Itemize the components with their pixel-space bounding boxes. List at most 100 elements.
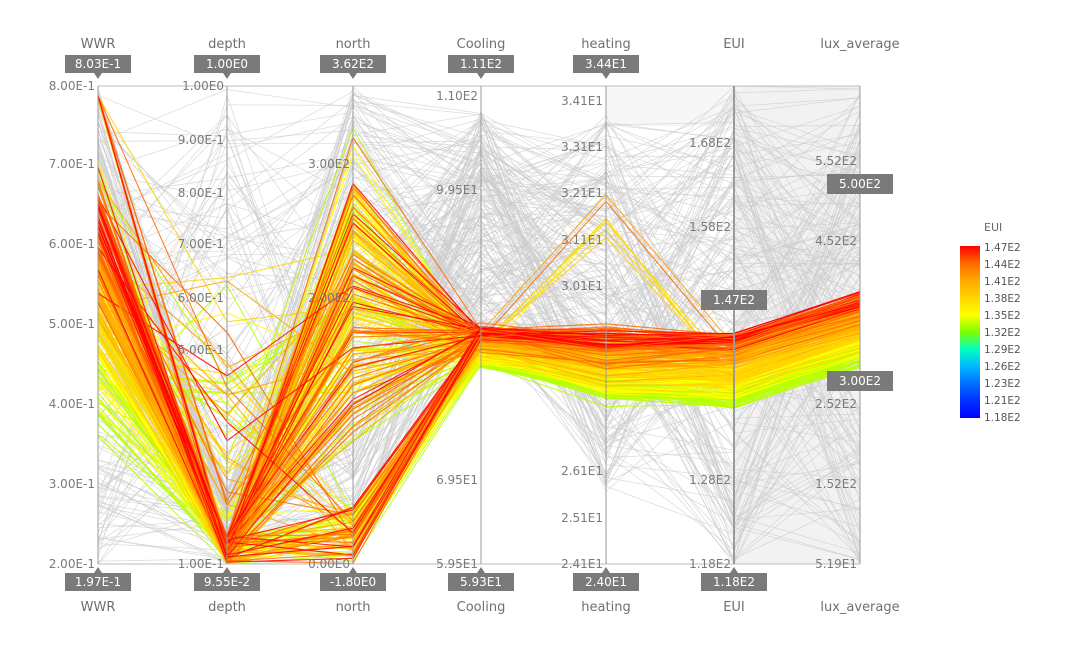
range-label: 3.44E1 [585,57,627,71]
tick-label: 4.00E-1 [49,397,95,411]
tick-label: 0.00E0 [308,557,350,571]
axis-title-bottom-WWR: WWR [81,600,116,615]
tick-label: 1.52E2 [815,477,857,491]
range-label: 5.93E1 [460,575,502,589]
tick-label: 9.00E-1 [178,133,224,147]
axis-top-range-WWR[interactable]: 8.03E-1 [65,55,131,79]
range-arrow [223,567,231,573]
range-label: 8.03E-1 [75,57,121,71]
tick-label: 5.95E1 [436,557,478,571]
axis-title-bottom-north: north [336,600,371,615]
range-arrow [602,567,610,573]
tick-label: 2.00E2 [308,291,350,305]
tick-label: 4.52E2 [815,234,857,248]
tick-label: 5.19E1 [815,557,857,571]
tick-label: 2.61E1 [561,464,603,478]
axis-title-top-north: north [336,37,371,52]
axis-title-top-lux_average: lux_average [820,37,899,52]
axis-bottom-range-north[interactable]: -1.80E0 [320,567,386,591]
axis-bottom-range-depth[interactable]: 9.55E-2 [194,567,260,591]
axis-title-bottom-depth: depth [208,600,246,615]
tick-label: 7.00E-1 [49,157,95,171]
tick-label: 9.95E1 [436,183,478,197]
range-arrow [730,567,738,573]
color-legend: EUI 1.47E2 1.44E2 1.41E2 1.38E2 1.35E2 1.32E2 1… [960,221,1021,424]
tick-label: 3.00E2 [308,157,350,171]
legend-gradient [960,246,980,418]
tick-label: 1.18E2 [689,557,731,571]
tick-label: 5.52E2 [815,154,857,168]
axis-top-range-Cooling[interactable]: 1.11E2 [448,55,514,79]
legend-tick: 1.23E2 [984,378,1021,390]
legend-tick: 1.32E2 [984,327,1021,339]
eui-brush-handle[interactable]: 1.47E2 [701,290,767,310]
tick-label: 1.00E-1 [178,557,224,571]
legend-tick: 1.38E2 [984,293,1021,305]
tick-label: 2.41E1 [561,557,603,571]
lux-brush-bottom-handle[interactable]: 3.00E2 [827,371,893,391]
tick-label: 2.52E2 [815,397,857,411]
range-label: -1.80E0 [330,575,376,589]
range-arrow [349,567,357,573]
tick-label: 6.00E-1 [178,291,224,305]
legend-title: EUI [984,221,1002,234]
tick-label: 3.21E1 [561,186,603,200]
range-arrow [94,567,102,573]
lux-brush-top-handle[interactable]: 5.00E2 [827,174,893,194]
tick-label: 1.00E0 [182,79,224,93]
axis-bottom-range-WWR[interactable]: 1.97E-1 [65,567,131,591]
tick-label: 8.00E-1 [49,79,95,93]
range-label: 1.47E2 [713,293,755,307]
axis-title-bottom-lux_average: lux_average [820,600,899,615]
tick-label: 5.00E-1 [178,343,224,357]
brush-band-upper [606,86,734,126]
tick-label: 3.01E1 [561,279,603,293]
tick-label: 3.11E1 [561,233,603,247]
tick-label: 8.00E-1 [178,186,224,200]
tick-label: 2.00E-1 [49,557,95,571]
tick-label: 3.00E-1 [49,477,95,491]
range-label: 5.00E2 [839,177,881,191]
range-arrow [602,73,610,79]
legend-tick: 1.18E2 [984,412,1021,424]
tick-label: 6.95E1 [436,473,478,487]
axis-title-top-Cooling: Cooling [457,37,506,52]
axis-title-bottom-Cooling: Cooling [457,600,506,615]
tick-label: 2.51E1 [561,511,603,525]
tick-label: 1.28E2 [689,473,731,487]
legend-tick: 1.44E2 [984,259,1021,271]
axis-title-top-depth: depth [208,37,246,52]
range-label: 1.00E0 [206,57,248,71]
tick-label: 6.00E-1 [49,237,95,251]
tick-label: 1.58E2 [689,220,731,234]
axis-title-bottom-EUI: EUI [723,600,745,615]
axis-title-top-WWR: WWR [81,37,116,52]
tick-label: 1.10E2 [436,89,478,103]
axis-top-range-depth[interactable]: 1.00E0 [194,55,260,79]
axis-bottom-range-EUI[interactable]: 1.18E2 [701,567,767,591]
axis-title-top-EUI: EUI [723,37,745,52]
axis-top-range-heating[interactable]: 3.44E1 [573,55,639,79]
legend-tick: 1.29E2 [984,344,1021,356]
tick-label: 1.68E2 [689,136,731,150]
range-label: 3.00E2 [839,374,881,388]
legend-tick: 1.21E2 [984,395,1021,407]
range-arrow [94,73,102,79]
legend-tick: 1.35E2 [984,310,1021,322]
range-label: 2.40E1 [585,575,627,589]
range-arrow [223,73,231,79]
legend-tick: 1.47E2 [984,242,1021,254]
tick-label: 7.00E-1 [178,237,224,251]
range-label: 1.97E-1 [75,575,121,589]
axis-bottom-range-Cooling[interactable]: 5.93E1 [448,567,514,591]
axis-top-range-north[interactable]: 3.62E2 [320,55,386,79]
range-label: 1.18E2 [713,575,755,589]
axis-title-bottom-heating: heating [581,600,630,615]
axis-bottom-range-heating[interactable]: 2.40E1 [573,567,639,591]
range-label: 3.62E2 [332,57,374,71]
range-arrow [477,567,485,573]
range-label: 1.11E2 [460,57,502,71]
range-arrow [349,73,357,79]
tick-label: 5.00E-1 [49,317,95,331]
